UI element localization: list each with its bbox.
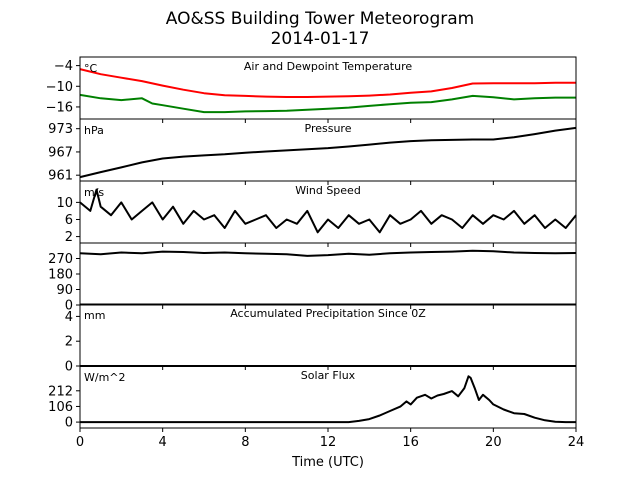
y-tick-label: 2: [65, 335, 73, 350]
series-line-0-0: [79, 68, 576, 98]
y-tick-label: 180: [48, 268, 73, 283]
y-tick-label: 973: [48, 122, 73, 137]
x-tick-label: 8: [241, 435, 249, 450]
y-tick-label: 6: [65, 213, 73, 228]
y-tick-label: 0: [65, 360, 73, 375]
panels: −4 −10 −16 Air and Dewpoint Temperature °C 97…: [46, 56, 577, 432]
unit-label: °C: [84, 62, 98, 75]
panel-title: Accumulated Precipitation Since 0Z: [230, 307, 426, 320]
x-axis: 0 4 8 12 16 20 24: [76, 435, 584, 450]
panel-title: Wind Speed: [295, 184, 361, 197]
panel-title: Air and Dewpoint Temperature: [244, 60, 412, 73]
y-tick-label: 90: [56, 283, 73, 298]
x-tick-label: 20: [485, 435, 502, 450]
panel-1: 973 967 961 Pressure hPa: [48, 118, 577, 185]
chart-subtitle: 2014-01-17: [271, 29, 370, 49]
y-tick-label: 4: [65, 310, 73, 325]
unit-label: mm: [84, 309, 105, 322]
panel-4: 4 2 0 Accumulated Precipitation Since 0Z mm: [65, 303, 577, 375]
panel-2: 10 6 2 Wind Speed m/s: [56, 180, 577, 247]
y-tick-label: 10: [56, 196, 73, 211]
y-tick-label: 0: [65, 416, 73, 431]
y-tick-label: 270: [48, 252, 73, 267]
series-line-0-1: [79, 93, 576, 114]
y-tick-label: 106: [48, 400, 73, 415]
x-tick-label: 0: [76, 435, 84, 450]
unit-label: hPa: [84, 124, 104, 137]
series-line-2-0: [79, 188, 577, 234]
x-tick-label: 24: [568, 435, 585, 450]
y-tick-label: −4: [54, 59, 73, 74]
x-tick-label: 12: [320, 435, 337, 450]
series-line-3-0: [79, 249, 577, 257]
unit-label: W/m^2: [84, 371, 126, 384]
panel-title: Solar Flux: [301, 369, 356, 382]
y-tick-label: 2: [65, 230, 73, 245]
panel-0: −4 −10 −16 Air and Dewpoint Temperature °C: [46, 56, 577, 123]
x-tick-label: 16: [402, 435, 419, 450]
unit-label: m/s: [84, 186, 104, 199]
series-line-1-0: [79, 126, 577, 179]
chart-title: AO&SS Building Tower Meteorogram: [166, 9, 474, 29]
y-tick-label: −10: [46, 80, 73, 95]
y-tick-label: 212: [48, 384, 73, 399]
y-tick-label: 961: [48, 169, 73, 184]
y-tick-label: −16: [46, 100, 73, 115]
series-line-5-0: [80, 375, 576, 424]
x-tick-label: 4: [159, 435, 167, 450]
x-axis-label: Time (UTC): [291, 455, 364, 470]
y-tick-label: 0: [65, 299, 73, 314]
panel-title: Pressure: [305, 122, 352, 135]
y-tick-label: 967: [48, 145, 73, 160]
